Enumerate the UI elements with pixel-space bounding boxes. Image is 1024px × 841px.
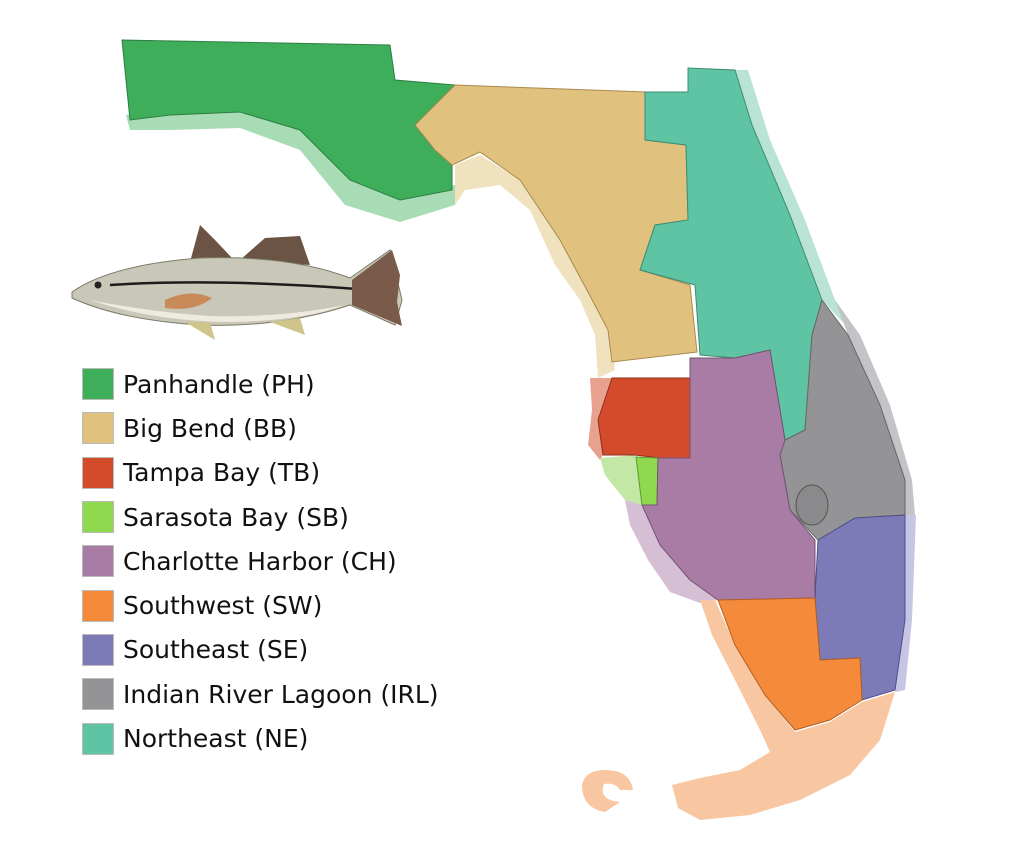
legend-swatch [82, 678, 114, 711]
legend-item-ch: Charlotte Harbor (CH) [82, 539, 439, 583]
fish-belly [90, 300, 345, 322]
legend-label: Southeast (SE) [123, 635, 309, 665]
snook-fish-illustration [71, 225, 403, 340]
legend-item-irl: Indian River Lagoon (IRL) [82, 672, 439, 716]
region-tampa-bay [597, 377, 691, 459]
legend-item-se: Southeast (SE) [82, 628, 439, 672]
fish-dorsal-fin [190, 225, 310, 265]
legend-label: Tampa Bay (TB) [123, 458, 321, 488]
legend-swatch [82, 589, 114, 622]
legend-swatch [82, 545, 114, 578]
fish-pectoral-fin [165, 293, 212, 309]
dry-tortugas-buffer [582, 770, 633, 812]
legend-item-sb: Sarasota Bay (SB) [82, 495, 439, 539]
legend-item-tb: Tampa Bay (TB) [82, 451, 439, 495]
bigbend-coastal-buffer [455, 155, 615, 378]
fish-tail [352, 250, 402, 326]
sarasota-coastal-buffer [600, 455, 642, 505]
region-southwest [717, 597, 863, 731]
legend-swatch [82, 722, 114, 755]
legend-item-ph: Panhandle (PH) [82, 362, 439, 406]
fish-eye [94, 281, 102, 289]
charlotte-coastal-buffer [625, 500, 718, 603]
legend-item-ne: Northeast (NE) [82, 716, 439, 760]
legend-label: Southwest (SW) [123, 591, 323, 621]
legend-label: Northeast (NE) [123, 724, 309, 754]
legend-item-bb: Big Bend (BB) [82, 406, 439, 450]
legend-label: Indian River Lagoon (IRL) [123, 679, 439, 709]
legend-label: Panhandle (PH) [123, 369, 315, 399]
panhandle-coastal-buffer [126, 110, 455, 222]
legend-label: Sarasota Bay (SB) [123, 502, 349, 532]
legend-swatch [82, 412, 114, 445]
legend-label: Charlotte Harbor (CH) [123, 546, 397, 576]
legend-swatch [82, 368, 114, 401]
legend-swatch [82, 501, 114, 534]
legend-item-sw: Southwest (SW) [82, 583, 439, 627]
legend-swatch [82, 456, 114, 489]
fish-pelvic-fin [185, 318, 305, 340]
region-panhandle [121, 39, 457, 201]
legend-swatch [82, 633, 114, 666]
legend-label: Big Bend (BB) [123, 413, 297, 443]
east-coastal-buffer [735, 70, 850, 330]
legend: Panhandle (PH) Big Bend (BB) Tampa Bay (TB… [82, 362, 439, 761]
southwest-keys-coastal-buffer [672, 600, 895, 820]
fish-lateral-line [109, 281, 371, 292]
lake-okeechobee [795, 484, 829, 526]
